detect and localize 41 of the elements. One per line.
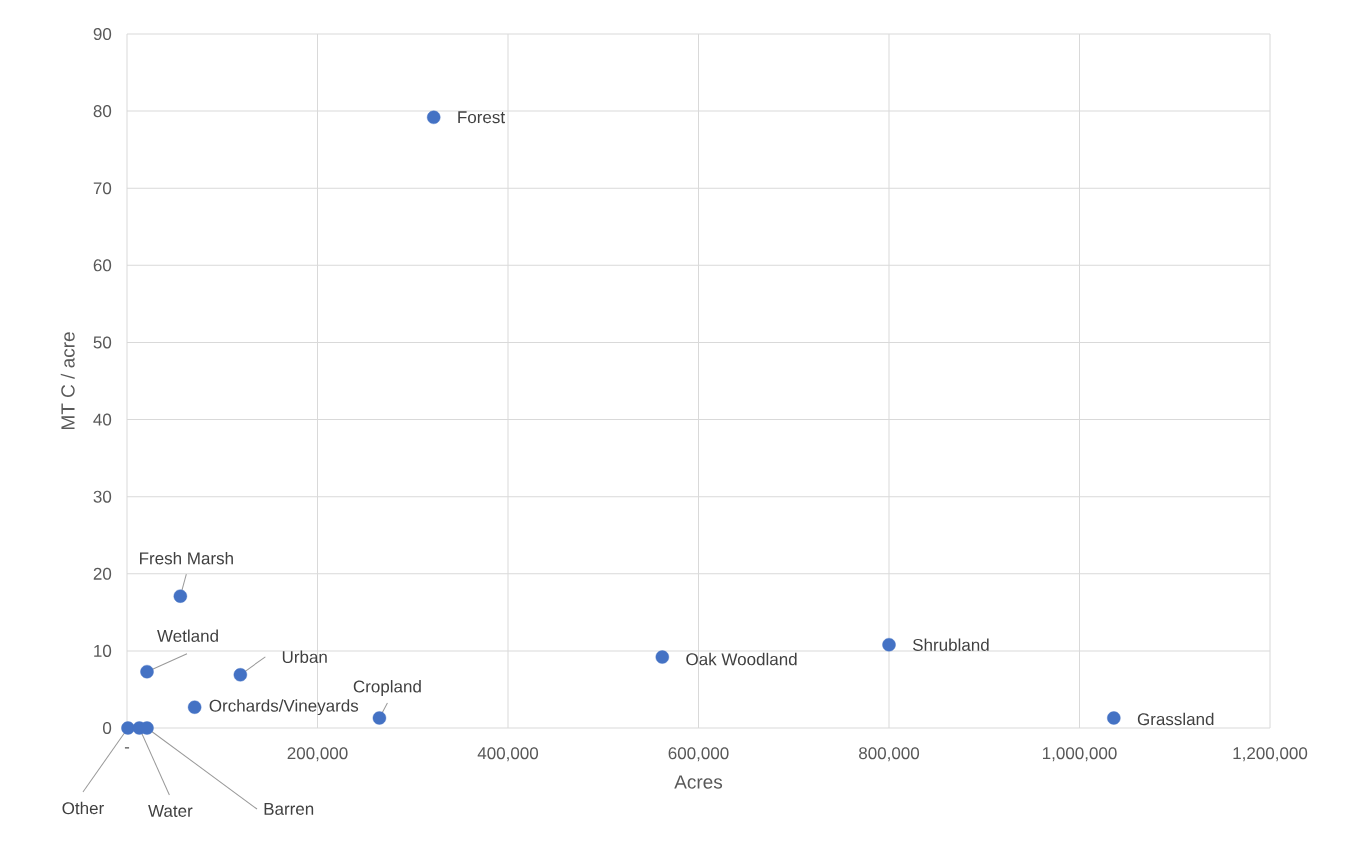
annotation: Fresh Marsh — [140, 551, 233, 565]
point — [882, 638, 896, 652]
y-tick-label: 90 — [93, 27, 112, 41]
x-tick-label: - — [124, 747, 130, 749]
annotation: Barren — [264, 803, 314, 815]
point — [427, 110, 441, 124]
point — [233, 668, 248, 682]
point — [655, 650, 670, 664]
y-tick-label: 20 — [93, 567, 112, 580]
annotation: Orchards/Vineyards — [209, 699, 359, 716]
x-axis-title: Acres — [674, 775, 723, 789]
x-tick-label: 400,000 — [477, 747, 539, 762]
annotation: Shrubland — [912, 638, 989, 651]
annotation: Other — [62, 801, 104, 815]
point — [372, 711, 387, 725]
point — [121, 721, 135, 735]
y-tick-label: 30 — [93, 490, 112, 503]
annotation: Water — [148, 805, 193, 817]
x-tick-label: 200,000 — [287, 747, 348, 762]
x-tick-label: 1,200,000 — [1233, 747, 1308, 762]
point — [140, 665, 154, 679]
annotation: Grassland — [1137, 712, 1214, 726]
y-tick-label: 0 — [103, 721, 112, 735]
y-tick-label: 80 — [93, 105, 112, 118]
y-tick-label: 70 — [93, 182, 112, 195]
y-tick-label: 40 — [93, 413, 112, 426]
x-tick-label: 600,000 — [668, 747, 729, 762]
point — [187, 700, 202, 714]
x-tick-label: 800,000 — [859, 747, 920, 762]
y-axis-title: MT C / acre — [60, 332, 75, 430]
point — [1107, 711, 1121, 725]
y-tick-label: 50 — [93, 336, 112, 349]
y-tick-label: 60 — [93, 259, 112, 272]
annotation: Forest — [458, 111, 505, 124]
annotation: Urban — [282, 650, 327, 664]
point — [173, 589, 188, 603]
annotation: Cropland — [353, 680, 421, 696]
y-tick-label: 10 — [94, 644, 112, 657]
annotation: Wetland — [157, 629, 218, 642]
x-tick-label: 1,000,000 — [1043, 747, 1117, 762]
annotation: Oak Woodland — [686, 652, 797, 666]
